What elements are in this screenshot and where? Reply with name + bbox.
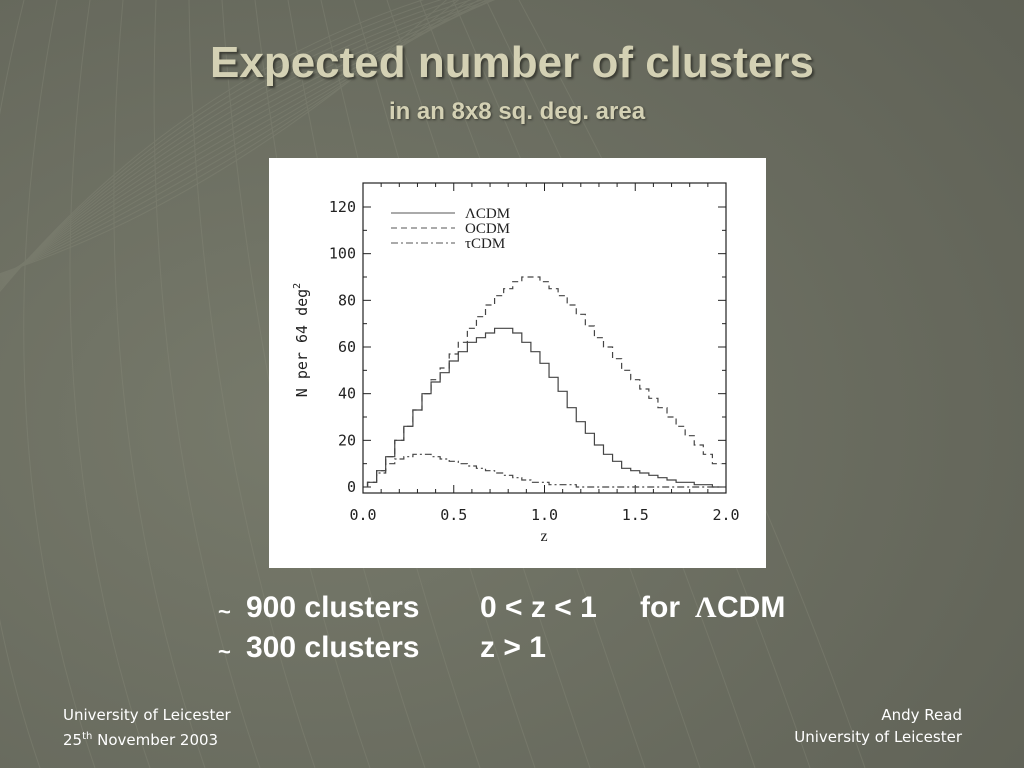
footer-institution: University of Leicester <box>63 706 231 724</box>
x-tick-label: 0.5 <box>440 506 467 524</box>
bullet-count: 900 clusters <box>246 591 420 624</box>
y-axis-label: N per 64 deg2 <box>292 283 311 397</box>
bullet-for: for <box>640 591 680 624</box>
y-tick-label: 20 <box>338 431 356 449</box>
bullet-count: 300 clusters <box>246 631 420 664</box>
y-tick-label: 60 <box>338 338 356 356</box>
y-tick-label: 40 <box>338 385 356 403</box>
y-tick-label: 0 <box>347 478 356 496</box>
x-tick-label: 2.0 <box>712 506 739 524</box>
footer-author: Andy Read <box>881 706 962 724</box>
footer-left: University of Leicester 25th November 20… <box>63 704 231 751</box>
x-axis-label: z <box>540 528 547 545</box>
tilde-mark: ~ <box>218 599 231 624</box>
bullet-model: CDM <box>717 591 786 624</box>
plot-frame <box>362 182 727 494</box>
x-tick-label: 0.0 <box>349 506 376 524</box>
lambda-symbol: Λ <box>695 591 717 624</box>
x-tick-label: 1.5 <box>622 506 649 524</box>
x-tick-label: 1.0 <box>531 506 558 524</box>
series-line <box>366 276 722 487</box>
series-line <box>366 453 722 488</box>
slide-title: Expected number of clusters <box>210 38 814 87</box>
legend-label: ΛCDM <box>465 206 510 222</box>
tilde-mark: ~ <box>218 639 231 664</box>
bullet-range: z > 1 <box>480 631 546 664</box>
footer-right: Andy Read University of Leicester <box>794 704 962 748</box>
legend-label: τCDM <box>465 236 505 252</box>
footer-affiliation: University of Leicester <box>794 728 962 746</box>
y-tick-label: 100 <box>329 245 356 263</box>
series-line <box>366 327 722 488</box>
legend-label: OCDM <box>465 221 510 237</box>
bullet-range: 0 < z < 1 <box>480 591 597 624</box>
y-tick-label: 120 <box>329 198 356 216</box>
chart-panel: 0.0 0.5 1.0 1.5 2.0 0 20 40 60 80 100 120 ΛCDM OCDM… <box>269 158 766 568</box>
footer-date: 25th November 2003 <box>63 731 219 749</box>
slide-subtitle: in an 8x8 sq. deg. area <box>388 98 646 125</box>
y-tick-label: 80 <box>338 291 356 309</box>
histogram-chart: 0.0 0.5 1.0 1.5 2.0 0 20 40 60 80 100 120 ΛCDMOCDM… <box>292 182 740 545</box>
